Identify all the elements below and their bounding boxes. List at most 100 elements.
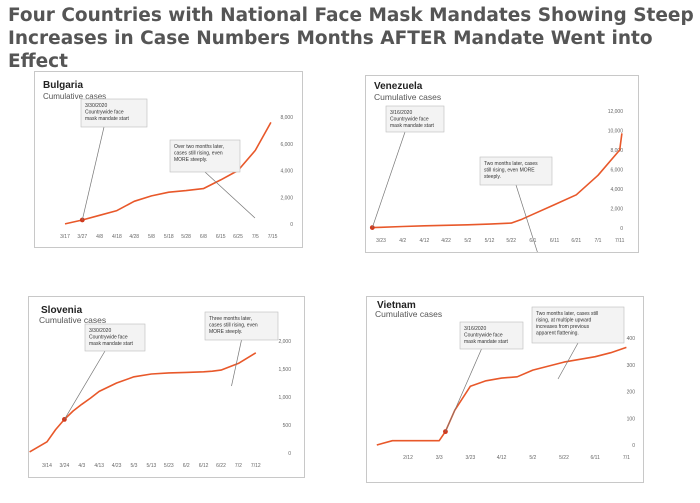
- chart-subtitle: Cumulative cases: [43, 92, 106, 101]
- callout-box: [80, 98, 148, 128]
- chart-subtitle: Cumulative cases: [39, 315, 106, 325]
- callout-pointer: [557, 342, 579, 380]
- callout-box: [531, 306, 625, 344]
- trend-callout: Over two months later,cases still rising…: [169, 139, 256, 219]
- x-tick-label: 3/24: [60, 463, 70, 469]
- x-tick-label: 7/15: [268, 234, 278, 240]
- chart-subtitle: Cumulative cases: [374, 92, 441, 102]
- callout-pointer: [64, 350, 106, 420]
- chart-title: Venezuela: [374, 81, 423, 92]
- chart-title: Bulgaria: [43, 80, 83, 91]
- y-tick-label: 8,000: [280, 115, 293, 121]
- mandate-marker: [369, 225, 375, 231]
- callout-text: Two months later, cases still: [536, 311, 598, 317]
- x-tick-label: 4/13: [94, 463, 104, 469]
- y-tick-label: 300: [627, 363, 636, 369]
- x-tick-label: 6/1: [529, 238, 536, 244]
- x-tick-label: 7/5: [252, 234, 259, 240]
- callout-pointer: [81, 126, 105, 221]
- series-line: [64, 122, 272, 225]
- series-line: [372, 133, 623, 229]
- y-tick-label: 1,000: [278, 395, 291, 401]
- x-tick-label: 6/12: [199, 463, 209, 469]
- chart-title: Vietnam: [377, 300, 416, 311]
- x-tick-label: 5/3: [131, 463, 138, 469]
- chart-title: Slovenia: [41, 305, 83, 316]
- callout-text: Countrywide face: [464, 333, 503, 339]
- x-tick-label: 4/8: [96, 234, 103, 240]
- x-tick-label: 7/11: [615, 238, 625, 244]
- y-tick-label: 10,000: [608, 129, 624, 135]
- callout-text: cases still rising, even: [174, 151, 223, 157]
- x-tick-label: 5/22: [506, 238, 516, 244]
- headline-line-2: Increases in Case Numbers Months AFTER M…: [8, 28, 653, 72]
- callout-box: [385, 105, 445, 133]
- x-tick-label: 6/11: [550, 238, 560, 244]
- chart-panel-vietnam: Vietnam Cumulative cases 0 100 200 300 400 2/12…: [366, 296, 644, 483]
- callout-text: still rising, even MORE: [484, 168, 535, 174]
- x-tick-label: 2/12: [403, 455, 413, 461]
- callout-text: mask mandate start: [464, 339, 509, 345]
- chart-subtitle: Cumulative cases: [375, 309, 442, 319]
- x-tick-label: 5/13: [147, 463, 157, 469]
- chart-panel-venezuela: Venezuela Cumulative cases 0 2,000 4,000 6,00…: [365, 75, 639, 253]
- y-tick-label: 6,000: [280, 142, 293, 148]
- y-tick-label: 2,000: [280, 195, 293, 201]
- x-tick-label: 5/23: [164, 463, 174, 469]
- callout-text: Over two months later,: [174, 144, 224, 150]
- x-tick-label: 5/22: [559, 455, 569, 461]
- y-tick-label: 400: [627, 336, 636, 342]
- callout-text: MORE steeply.: [174, 157, 207, 163]
- callout-text: Countrywide face: [89, 335, 128, 341]
- x-tick-label: 6/8: [200, 234, 207, 240]
- callout-box: [84, 323, 146, 352]
- y-tick-label: 0: [290, 222, 293, 228]
- y-tick-label: 2,000: [610, 207, 623, 213]
- x-tick-label: 4/2: [399, 238, 406, 244]
- headline: Four Countries with National Face Mask M…: [8, 4, 698, 73]
- callout-text: Three months later,: [209, 316, 252, 322]
- callout-box: [204, 311, 279, 341]
- x-tick-label: 6/21: [571, 238, 581, 244]
- x-tick-label: 3/27: [77, 234, 87, 240]
- x-tick-label: 3/23: [376, 238, 386, 244]
- mandate-marker: [443, 429, 448, 435]
- callout-text: 3/30/2020: [89, 328, 111, 334]
- x-tick-label: 6/2: [183, 463, 190, 469]
- callout-text: mask mandate start: [85, 116, 130, 122]
- x-tick-label: 6/25: [233, 234, 243, 240]
- x-tick-label: 3/14: [42, 463, 52, 469]
- callout-text: 3/16/2020: [390, 110, 412, 116]
- x-tick-label: 6/15: [216, 234, 226, 240]
- callout-text: 3/16/2020: [464, 326, 486, 332]
- x-tick-label: 6/11: [591, 455, 601, 461]
- x-tick-label: 5/18: [164, 234, 174, 240]
- x-tick-label: 4/23: [112, 463, 122, 469]
- x-tick-label: 3/3: [436, 455, 443, 461]
- y-tick-label: 500: [283, 423, 292, 429]
- y-tick-label: 100: [627, 416, 636, 422]
- x-tick-label: 5/2: [464, 238, 471, 244]
- y-tick-label: 2,000: [278, 339, 291, 345]
- y-tick-label: 1,500: [278, 367, 291, 373]
- x-tick-label: 7/1: [595, 238, 602, 244]
- y-tick-label: 4,000: [610, 187, 623, 193]
- x-tick-label: 4/28: [129, 234, 139, 240]
- x-tick-label: 3/17: [60, 234, 70, 240]
- y-tick-label: 8,000: [610, 148, 623, 154]
- mandate-marker: [79, 217, 85, 223]
- callout-box: [169, 139, 241, 173]
- callout-pointer: [515, 184, 538, 252]
- headline-line-1: Four Countries with National Face Mask M…: [8, 5, 694, 26]
- x-tick-label: 4/3: [78, 463, 85, 469]
- x-tick-label: 5/12: [485, 238, 495, 244]
